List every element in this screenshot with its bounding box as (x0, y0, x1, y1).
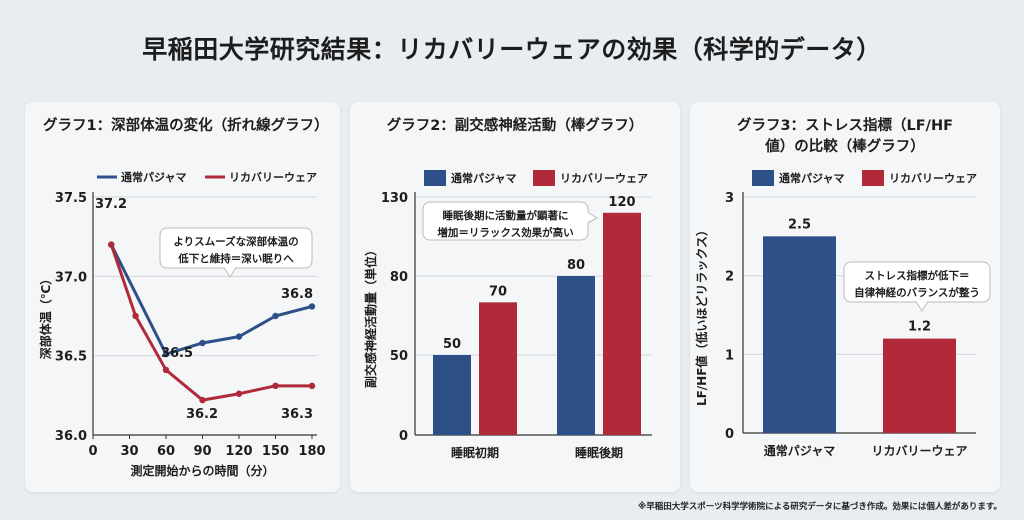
data-point (235, 333, 243, 340)
legend-swatch-1 (533, 170, 555, 186)
graph1-title: グラフ1：深部体温の変化（折れ線グラフ） (43, 118, 329, 134)
graph2-callout-line: 増加＝リラックス効果が高い (437, 226, 573, 239)
y-tick-label: 1 (725, 348, 734, 363)
graph3-callout-line: ストレス指標が低下＝ (865, 269, 970, 282)
bar (479, 302, 517, 435)
bar (557, 276, 595, 435)
bar-value-label: 2.5 (788, 217, 811, 232)
y-axis-label: 深部体温（℃） (38, 273, 53, 360)
x-tick-label: 0 (88, 444, 97, 459)
bar (433, 355, 471, 435)
data-point (108, 241, 115, 248)
data-point (308, 382, 316, 390)
bar-value-label: 1.2 (908, 320, 931, 335)
graph2-title: グラフ2：副交感神経活動（棒グラフ） (386, 118, 644, 134)
y-tick-label: 37.0 (55, 270, 87, 285)
data-point (235, 390, 243, 397)
legend-swatch-1 (862, 170, 884, 186)
bar-value-label: 70 (489, 284, 507, 299)
data-point (308, 303, 316, 310)
category-label: 通常パジャマ (764, 443, 835, 458)
data-label: 36.2 (186, 407, 218, 422)
data-point (162, 350, 170, 358)
graph1-callout-line: よりスムーズな深部体温の (173, 235, 298, 248)
graph3-title: グラフ3：ストレス指標（LF/HF値）の比較（棒グラフ） (736, 118, 954, 155)
bar (883, 338, 956, 433)
category-label: リカバリーウェア (871, 444, 967, 458)
data-point (199, 396, 206, 404)
bar-value-label: 80 (567, 258, 585, 273)
footnote: ※早稲田大学スポーツ科学学術院による研究データに基づき作成。効果には個人差があり… (638, 502, 1002, 512)
x-tick-label: 30 (120, 444, 138, 459)
category-label: 睡眠初期 (451, 445, 499, 460)
y-axis-label: LF/HF値（低いほどリラックス） (694, 224, 709, 406)
y-axis-label: 副交感神経活動量（単位） (363, 244, 378, 388)
bar-value-label: 120 (608, 195, 635, 210)
y-tick-label: 3 (725, 191, 734, 206)
legend-label-0: 通常パジャマ (451, 171, 516, 185)
page-title: 早稲田大学研究結果：リカバリーウェアの効果（科学的データ） (142, 35, 882, 64)
bar-value-label: 50 (443, 337, 461, 352)
y-tick-label: 36.0 (55, 429, 87, 444)
x-tick-label: 180 (298, 444, 325, 459)
y-tick-label: 2 (725, 270, 734, 285)
legend-label-0: 通常パジャマ (121, 170, 186, 184)
data-label: 36.8 (281, 287, 313, 302)
graph2-callout-line: 睡眠後期に活動量が顕著に (443, 209, 569, 222)
data-label: 36.5 (161, 346, 193, 361)
series-line-0 (109, 243, 313, 356)
data-point (199, 339, 206, 347)
x-tick-label: 150 (262, 444, 289, 459)
x-axis-label: 測定開始からの時間（分） (130, 463, 274, 478)
data-label: 36.3 (281, 407, 313, 422)
data-point (272, 382, 279, 390)
legend-swatch-0 (752, 170, 774, 186)
data-point (272, 312, 279, 320)
graph1-callout-line: 低下と維持＝深い眠りへ (177, 252, 294, 265)
y-tick-label: 80 (390, 270, 408, 285)
bar (603, 212, 641, 435)
x-tick-label: 120 (225, 444, 252, 459)
data-point (162, 366, 170, 374)
y-tick-label: 130 (381, 191, 408, 206)
legend-label-0: 通常パジャマ (779, 171, 844, 185)
y-tick-label: 0 (725, 427, 734, 442)
panel-graph1: グラフ1：深部体温の変化（折れ線グラフ） (25, 102, 340, 492)
legend-label-1: リカバリーウェア (889, 172, 977, 185)
y-tick-label: 0 (399, 429, 408, 444)
data-label: 37.2 (95, 197, 127, 212)
x-tick-label: 60 (157, 444, 175, 459)
bar (763, 236, 836, 433)
legend-label-1: リカバリーウェア (560, 172, 648, 185)
y-tick-label: 50 (390, 349, 408, 364)
x-tick-label: 90 (193, 444, 211, 459)
data-point (132, 312, 139, 320)
legend-swatch-0 (424, 170, 446, 186)
y-tick-label: 36.5 (55, 350, 87, 365)
graph3-callout-tip (915, 301, 929, 312)
category-label: 睡眠後期 (575, 445, 623, 460)
legend-label-1: リカバリーウェア (229, 171, 317, 184)
graph1-callout-tip (223, 267, 237, 278)
graph2-callout-tip (587, 211, 598, 224)
graph3-callout-line: 自律神経のバランスが整う (854, 286, 980, 299)
y-tick-label: 37.5 (55, 191, 87, 206)
